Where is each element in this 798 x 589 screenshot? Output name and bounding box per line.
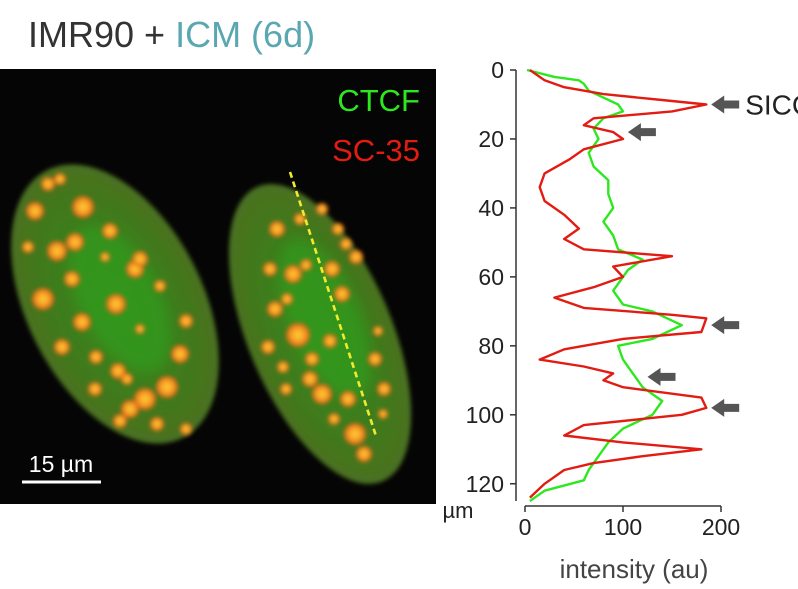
nucleus-left: [11, 164, 219, 444]
x-tick-label: 0: [519, 514, 532, 540]
legend-sc35: SC-35: [332, 133, 420, 168]
chart-axes: 0 20 40 60 80 100 120 0 100 200: [466, 57, 741, 540]
y-tick-label: 20: [478, 126, 504, 152]
line-scan-path: [288, 171, 378, 437]
y-tick-label: 60: [478, 264, 504, 290]
annotation-arrow: [711, 398, 740, 417]
y-tick-label: 80: [478, 333, 504, 359]
chart-annotations: SICC: [627, 89, 798, 417]
annotation-arrow: [711, 95, 740, 114]
annotation-arrow: [711, 316, 740, 335]
series-line-ctcf: [526, 68, 683, 502]
x-tick-label: 100: [604, 514, 642, 540]
annotation-arrow: [627, 123, 656, 142]
y-tick-label: 0: [491, 57, 504, 83]
figure-title: IMR90 + ICM (6d): [28, 14, 315, 56]
y-tick-label: 100: [466, 402, 504, 428]
x-axis-label: intensity (au): [560, 554, 709, 584]
annotation-arrow: [647, 367, 676, 386]
title-accent: ICM (6d): [175, 14, 316, 55]
fluorescence-micrograph: CTCF SC-35 15 µm: [0, 69, 436, 504]
y-tick-label: 40: [478, 195, 504, 221]
scale-bar-label: 15 µm: [29, 451, 93, 477]
annotation-label-sicc: SICC: [745, 89, 798, 120]
nucleus-right: [228, 184, 412, 484]
y-axis-unit-label: µm: [442, 498, 473, 523]
intensity-profile-chart: 0 20 40 60 80 100 120 0 100 200 SICC intensity (a…: [442, 57, 798, 584]
series-line-sc-35: [529, 69, 708, 499]
chart-series: [526, 68, 708, 502]
legend-ctcf: CTCF: [337, 83, 420, 118]
title-prefix: IMR90 +: [28, 14, 176, 55]
x-tick-label: 200: [702, 514, 740, 540]
y-tick-label: 120: [466, 471, 504, 497]
